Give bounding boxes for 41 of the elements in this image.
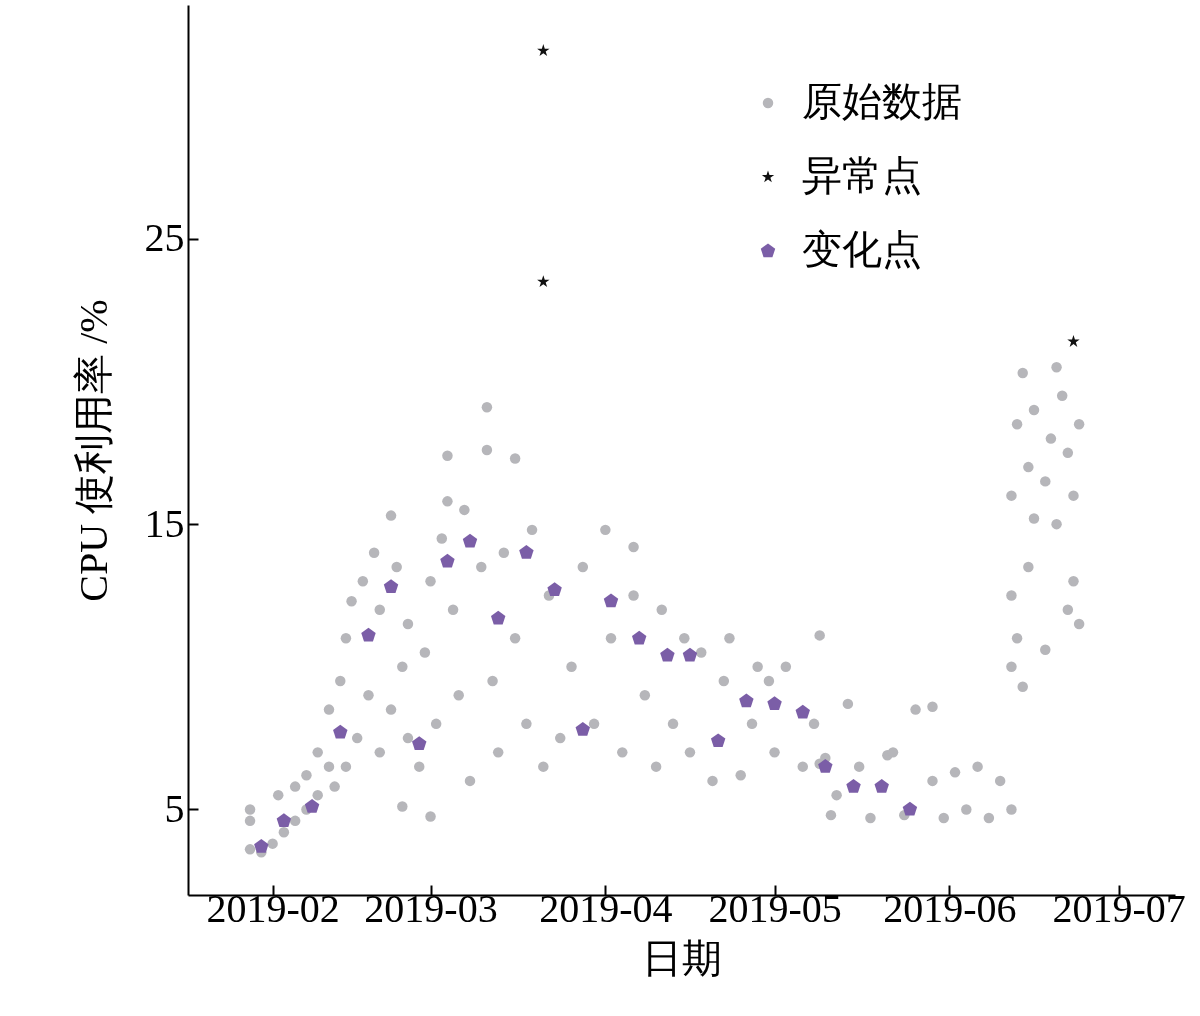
point [304, 798, 320, 813]
point [818, 759, 833, 773]
x-tick-label: 2019-02 [206, 885, 340, 931]
point [846, 779, 861, 793]
point [361, 627, 376, 642]
y-tick-label: 5 [164, 785, 185, 831]
point [902, 801, 918, 816]
point [333, 724, 348, 739]
point [254, 838, 269, 853]
point [795, 704, 810, 719]
y-tick-label: 15 [144, 500, 185, 546]
point [519, 545, 534, 559]
x-axis-title: 日期 [642, 935, 722, 981]
legend-label: 变化点 [802, 227, 922, 272]
point [462, 533, 478, 548]
point [739, 693, 754, 708]
legend-label: 原始数据 [802, 79, 962, 124]
x-tick-label: 2019-05 [708, 885, 842, 931]
y-tick-label: 25 [144, 215, 185, 261]
point [537, 275, 550, 287]
point [490, 610, 506, 625]
point [383, 579, 399, 594]
point [412, 736, 427, 750]
point [547, 582, 562, 596]
point [660, 647, 675, 662]
legend-label: 异常点 [802, 153, 922, 198]
point [631, 630, 647, 645]
point [440, 553, 455, 568]
x-tick-label: 2019-06 [883, 885, 1017, 931]
y-axis-title: CPU 使利用率 /% [70, 299, 116, 602]
x-tick-label: 2019-04 [539, 885, 673, 931]
point [276, 813, 292, 827]
point [710, 733, 726, 748]
point [575, 721, 591, 736]
x-tick-label: 2019-03 [364, 885, 498, 931]
point [767, 696, 782, 711]
x-tick-label: 2019-07 [1052, 885, 1186, 931]
point [603, 593, 619, 608]
point [682, 647, 698, 662]
point [1067, 335, 1080, 347]
point [874, 779, 889, 793]
